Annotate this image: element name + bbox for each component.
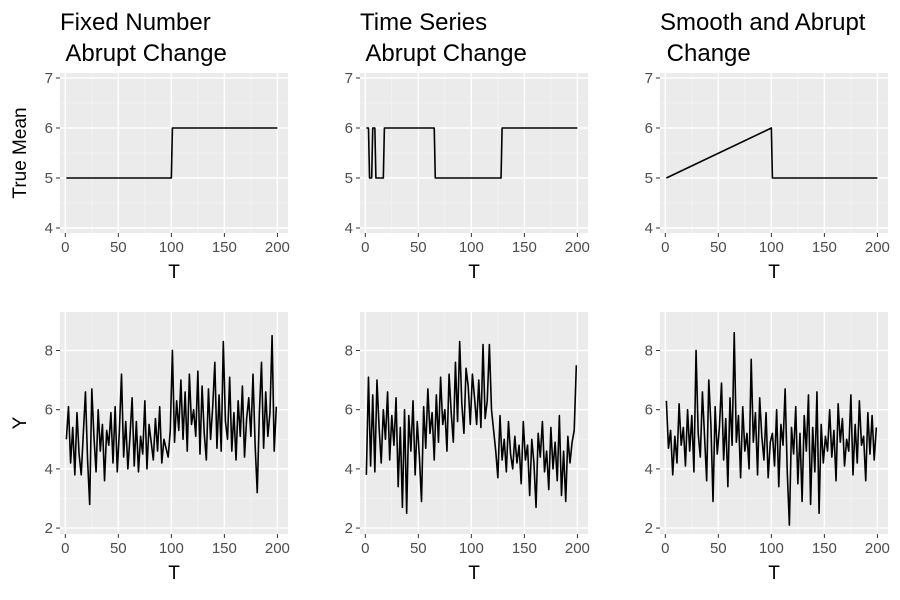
panel-3-x-tick-label: 50 <box>710 239 727 256</box>
panel-6-y-tick-label: 2 <box>645 520 653 537</box>
panel-2-y-tick-label: 6 <box>345 120 353 137</box>
panel-2-y-tick-label: 4 <box>345 220 353 237</box>
panel-2-x-tick-label: 0 <box>361 239 369 256</box>
panel-4-y-axis-title: Y <box>10 416 31 429</box>
panel-6-x-tick-label: 50 <box>710 540 727 557</box>
panel-3-series-line <box>666 127 878 179</box>
panel-1-title-line: Fixed Number <box>60 9 211 36</box>
panel-6-x-tick-label: 100 <box>759 540 784 557</box>
panel-5-x-tick-label: 0 <box>361 540 369 557</box>
panel-1-x-tick-label: 50 <box>110 239 127 256</box>
panel-3-title-line: Smooth and Abrupt <box>660 9 866 36</box>
panel-6-x-tick-label: 150 <box>812 540 837 557</box>
panel-3-y-tick-label: 7 <box>645 70 653 87</box>
panel-3-y-tick-label: 5 <box>645 170 653 187</box>
panel-2-series-line <box>366 127 578 179</box>
panel-6-x-axis-title: T <box>768 563 780 584</box>
panel-4-x-tick-label: 0 <box>61 540 69 557</box>
panel-2-title-line: Time Series <box>360 9 487 36</box>
panel-3-x-tick-label: 0 <box>661 239 669 256</box>
panel-1-y-tick-label: 7 <box>45 70 53 87</box>
panel-3-x-tick-label: 150 <box>812 239 837 256</box>
panel-2-title-line: Abrupt Change <box>360 40 527 67</box>
panel-5-x-tick-label: 200 <box>565 540 590 557</box>
panel-4-x-axis-title: T <box>168 563 180 584</box>
panel-6-series-line <box>665 331 878 526</box>
panel-5-series-line <box>365 340 578 515</box>
panel-1-y-tick-label: 5 <box>45 170 53 187</box>
panel-3-x-tick-label: 100 <box>759 239 784 256</box>
panel-3-y-tick-label: 6 <box>645 120 653 137</box>
panel-4-y-tick-label: 4 <box>45 461 53 478</box>
panel-4-y-tick-label: 2 <box>45 520 53 537</box>
panel-5-y-tick-label: 2 <box>345 520 353 537</box>
panel-2-x-axis-title: T <box>468 262 480 283</box>
panel-5-y-tick-label: 6 <box>345 402 353 419</box>
panel-4-series-line <box>65 334 278 506</box>
panel-2-x-tick-label: 150 <box>512 239 537 256</box>
panel-6-y-tick-label: 8 <box>645 342 653 359</box>
panel-4-x-tick-label: 100 <box>159 540 184 557</box>
panel-6-y-tick-label: 4 <box>645 461 653 478</box>
panel-2-x-tick-label: 50 <box>410 239 427 256</box>
panel-2-y-tick-label: 7 <box>345 70 353 87</box>
panel-5-x-tick-label: 100 <box>459 540 484 557</box>
panel-1-x-tick-label: 150 <box>212 239 237 256</box>
panel-1-series-line <box>66 127 278 179</box>
panel-5-x-tick-label: 150 <box>512 540 537 557</box>
panel-5-y-tick-label: 8 <box>345 342 353 359</box>
panel-2-y-tick-label: 5 <box>345 170 353 187</box>
panel-1-x-tick-label: 200 <box>265 239 290 256</box>
panel-1-y-axis-title: True Mean <box>10 107 31 198</box>
panel-3-y-tick-label: 4 <box>645 220 653 237</box>
panel-4-y-tick-label: 8 <box>45 342 53 359</box>
panel-4-x-tick-label: 50 <box>110 540 127 557</box>
panel-5-y-tick-label: 4 <box>345 461 353 478</box>
panel-4-x-tick-label: 200 <box>265 540 290 557</box>
panel-5-x-tick-label: 50 <box>410 540 427 557</box>
panel-6-x-tick-label: 200 <box>865 540 890 557</box>
panel-6-y-tick-label: 6 <box>645 402 653 419</box>
panel-3-x-axis-title: T <box>768 262 780 283</box>
panel-2-x-tick-label: 200 <box>565 239 590 256</box>
panel-1-x-axis-title: T <box>168 262 180 283</box>
panel-1-y-tick-label: 4 <box>45 220 53 237</box>
panel-1-y-tick-label: 6 <box>45 120 53 137</box>
panel-5-background <box>360 312 588 534</box>
panel-1-x-tick-label: 100 <box>159 239 184 256</box>
panel-2-x-tick-label: 100 <box>459 239 484 256</box>
panel-1-x-tick-label: 0 <box>61 239 69 256</box>
panel-4-x-tick-label: 150 <box>212 540 237 557</box>
panel-6-x-tick-label: 0 <box>661 540 669 557</box>
panel-3-x-tick-label: 200 <box>865 239 890 256</box>
panel-3-title-line: Change <box>660 40 751 67</box>
panel-1-title-line: Abrupt Change <box>60 40 227 67</box>
panel-5-x-axis-title: T <box>468 563 480 584</box>
panel-4-y-tick-label: 6 <box>45 402 53 419</box>
